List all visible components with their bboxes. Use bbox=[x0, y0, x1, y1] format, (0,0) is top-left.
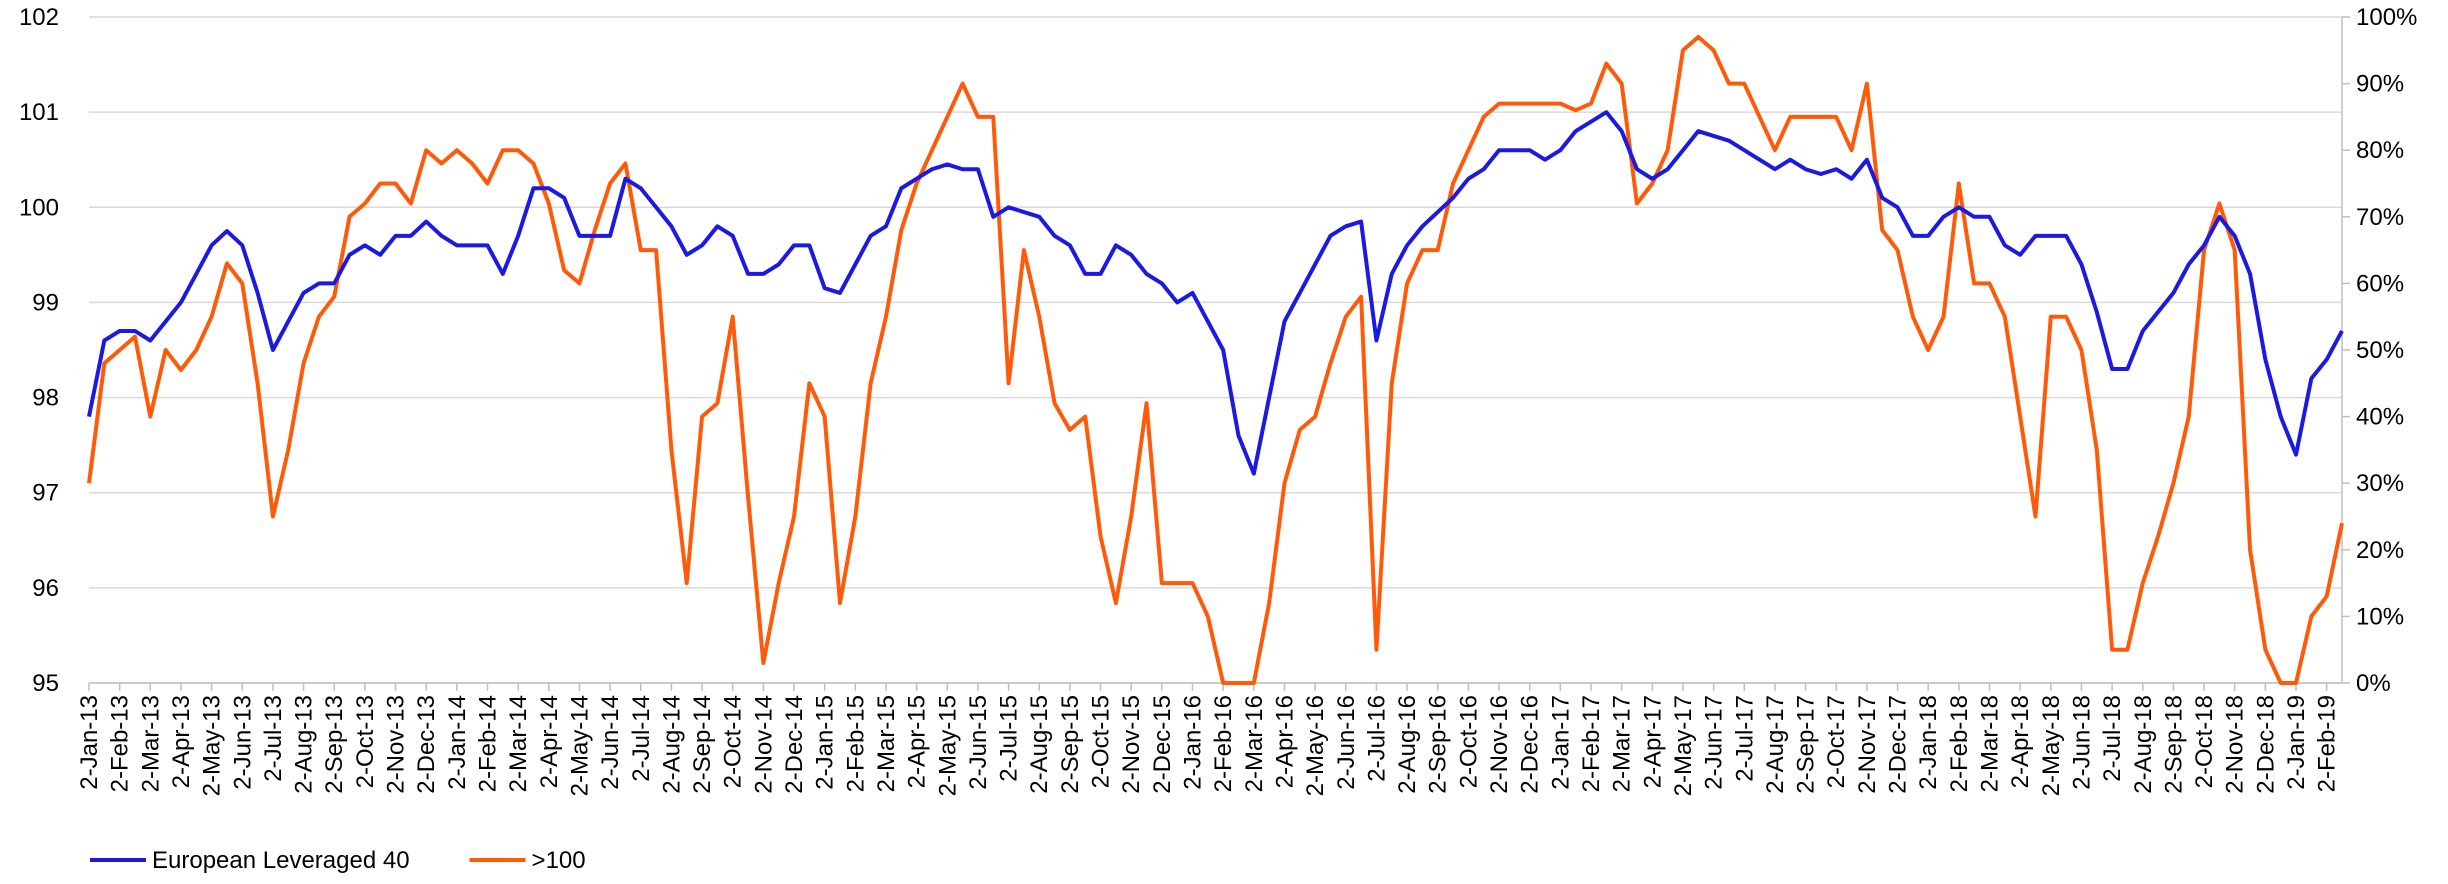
x-tick-label: 2-Jun-14 bbox=[597, 695, 624, 790]
x-tick-label: 2-Jun-16 bbox=[1333, 695, 1360, 790]
x-tick-label: 2-May-13 bbox=[199, 695, 226, 796]
x-tick-label: 2-Dec-16 bbox=[1517, 695, 1544, 794]
x-tick-label: 2-Oct-14 bbox=[720, 695, 747, 788]
x-tick-label: 2-Jun-17 bbox=[1701, 695, 1728, 790]
y2-tick-label: 30% bbox=[2356, 470, 2404, 497]
y2-tick-label: 60% bbox=[2356, 270, 2404, 297]
x-tick-label: 2-Feb-13 bbox=[107, 695, 134, 792]
y-tick-label: 96 bbox=[32, 575, 59, 602]
x-tick-label: 2-Jul-13 bbox=[260, 695, 287, 782]
x-tick-label: 2-Apr-13 bbox=[168, 695, 195, 788]
y-tick-label: 95 bbox=[32, 670, 59, 697]
x-tick-label: 2-Mar-16 bbox=[1241, 695, 1268, 792]
y-tick-label: 101 bbox=[19, 99, 59, 126]
x-tick-label: 2-Aug-13 bbox=[291, 695, 318, 794]
x-tick-label: 2-Dec-15 bbox=[1149, 695, 1176, 794]
x-tick-label: 2-Nov-14 bbox=[750, 695, 777, 794]
y-tick-label: 100 bbox=[19, 194, 59, 221]
series-line bbox=[87, 110, 2344, 476]
x-tick-label: 2-Mar-17 bbox=[1609, 695, 1636, 792]
x-tick-label: 2-Aug-16 bbox=[1394, 695, 1421, 794]
x-tick-label: 2-Apr-15 bbox=[904, 695, 931, 788]
y2-tick-label: 100% bbox=[2356, 4, 2417, 31]
x-tick-label: 2-Jan-16 bbox=[1180, 695, 1207, 790]
x-tick-label: 2-Jan-13 bbox=[76, 695, 103, 790]
x-tick-label: 2-Mar-15 bbox=[873, 695, 900, 792]
x-tick-label: 2-Jan-18 bbox=[1915, 695, 1942, 790]
x-tick-label: 2-Nov-17 bbox=[1854, 695, 1881, 794]
x-tick-label: 2-Sep-17 bbox=[1793, 695, 1820, 794]
x-tick-label: 2-Feb-17 bbox=[1578, 695, 1605, 792]
x-tick-label: 2-Jun-15 bbox=[965, 695, 992, 790]
x-tick-label: 2-Sep-16 bbox=[1425, 695, 1452, 794]
x-tick-label: 2-Jan-15 bbox=[812, 695, 839, 790]
x-tick-label: 2-Aug-14 bbox=[658, 695, 685, 794]
x-tick-label: 2-Mar-18 bbox=[1976, 695, 2003, 792]
x-tick-label: 2-Apr-14 bbox=[536, 695, 563, 788]
y-tick-label: 99 bbox=[32, 289, 59, 316]
y-tick-label: 98 bbox=[32, 385, 59, 412]
y2-tick-label: 40% bbox=[2356, 404, 2404, 431]
x-tick-label: 2-Oct-13 bbox=[352, 695, 379, 788]
x-tick-label: 2-Mar-13 bbox=[137, 695, 164, 792]
x-tick-label: 2-Jan-19 bbox=[2283, 695, 2310, 790]
y2-tick-label: 10% bbox=[2356, 603, 2404, 630]
x-tick-label: 2-May-15 bbox=[934, 695, 961, 796]
x-tick-label: 2-Oct-16 bbox=[1455, 695, 1482, 788]
x-tick-label: 2-Sep-13 bbox=[321, 695, 348, 794]
x-tick-label: 2-Jan-14 bbox=[444, 695, 471, 790]
x-tick-label: 2-Jun-13 bbox=[229, 695, 256, 790]
x-tick-label: 2-Sep-18 bbox=[2160, 695, 2187, 794]
legend-label: >100 bbox=[532, 847, 586, 874]
y2-tick-label: 80% bbox=[2356, 137, 2404, 164]
x-tick-label: 2-Oct-17 bbox=[1823, 695, 1850, 788]
x-tick-label: 2-May-14 bbox=[566, 695, 593, 796]
x-tick-label: 2-Sep-14 bbox=[689, 695, 716, 794]
y-tick-label: 102 bbox=[19, 4, 59, 31]
x-tick-label: 2-Oct-15 bbox=[1088, 695, 1115, 788]
x-tick-label: 2-Feb-19 bbox=[2314, 695, 2341, 792]
y-tick-label: 97 bbox=[32, 480, 59, 507]
x-tick-label: 2-Apr-16 bbox=[1271, 695, 1298, 788]
x-tick-label: 2-Dec-17 bbox=[1885, 695, 1912, 794]
x-tick-label: 2-Sep-15 bbox=[1057, 695, 1084, 794]
x-tick-label: 2-Dec-13 bbox=[413, 695, 440, 794]
y2-tick-label: 50% bbox=[2356, 337, 2404, 364]
y2-tick-label: 20% bbox=[2356, 537, 2404, 564]
x-tick-label: 2-Mar-14 bbox=[505, 695, 532, 792]
x-tick-label: 2-Apr-18 bbox=[2007, 695, 2034, 788]
x-tick-label: 2-Feb-15 bbox=[842, 695, 869, 792]
x-tick-label: 2-Jul-15 bbox=[996, 695, 1023, 782]
x-tick-label: 2-Dec-14 bbox=[781, 695, 808, 794]
x-tick-label: 2-Jun-18 bbox=[2068, 695, 2095, 790]
y2-tick-label: 90% bbox=[2356, 71, 2404, 98]
x-tick-label: 2-Apr-17 bbox=[1639, 695, 1666, 788]
x-tick-label: 2-Nov-15 bbox=[1118, 695, 1145, 794]
x-tick-label: 2-May-16 bbox=[1302, 695, 1329, 796]
x-tick-label: 2-Feb-16 bbox=[1210, 695, 1237, 792]
x-tick-label: 2-Feb-18 bbox=[1946, 695, 1973, 792]
x-tick-label: 2-Jan-17 bbox=[1547, 695, 1574, 790]
legend-label: European Leveraged 40 bbox=[152, 847, 410, 874]
x-tick-label: 2-Dec-18 bbox=[2252, 695, 2279, 794]
x-tick-label: 2-May-18 bbox=[2038, 695, 2065, 796]
x-tick-label: 2-Jul-17 bbox=[1731, 695, 1758, 782]
x-tick-label: 2-Aug-18 bbox=[2130, 695, 2157, 794]
x-tick-label: 2-Oct-18 bbox=[2191, 695, 2218, 788]
x-tick-label: 2-Aug-17 bbox=[1762, 695, 1789, 794]
x-tick-label: 2-May-17 bbox=[1670, 695, 1697, 796]
series-line bbox=[87, 34, 2344, 685]
y2-tick-label: 0% bbox=[2356, 670, 2391, 697]
x-tick-label: 2-Nov-18 bbox=[2222, 695, 2249, 794]
x-tick-label: 2-Feb-14 bbox=[474, 695, 501, 792]
x-tick-label: 2-Nov-16 bbox=[1486, 695, 1513, 794]
x-tick-label: 2-Jul-16 bbox=[1363, 695, 1390, 782]
x-tick-label: 2-Aug-15 bbox=[1026, 695, 1053, 794]
y2-tick-label: 70% bbox=[2356, 204, 2404, 231]
x-tick-label: 2-Nov-13 bbox=[383, 695, 410, 794]
x-tick-label: 2-Jul-14 bbox=[628, 695, 655, 782]
x-tick-label: 2-Jul-18 bbox=[2099, 695, 2126, 782]
